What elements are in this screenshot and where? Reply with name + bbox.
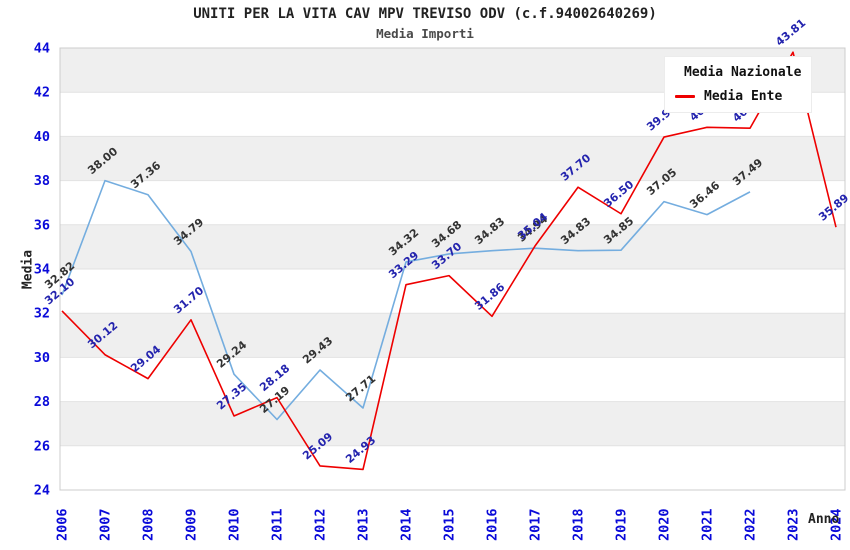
media-ente-line-swatch-icon bbox=[675, 95, 695, 98]
x-tick-label: 2011 bbox=[270, 508, 286, 541]
x-tick-label: 2010 bbox=[227, 508, 243, 541]
y-tick-label: 38 bbox=[34, 173, 50, 189]
y-axis-tick-labels: 24 26 28 30 32 34 36 38 40 42 44 bbox=[34, 41, 50, 499]
chart-legend: Media Nazionale Media Ente bbox=[664, 56, 812, 113]
y-tick-label: 36 bbox=[34, 217, 50, 233]
data-label: 31.70 bbox=[171, 284, 206, 317]
legend-label-media-ente: Media Ente bbox=[704, 89, 783, 104]
x-tick-label: 2014 bbox=[399, 508, 415, 541]
y-tick-label: 42 bbox=[34, 85, 50, 101]
y-tick-label: 30 bbox=[34, 350, 50, 366]
x-tick-label: 2020 bbox=[657, 508, 673, 541]
y-tick-label: 44 bbox=[34, 41, 50, 57]
chart-subtitle: Media Importi bbox=[376, 26, 474, 41]
x-tick-label: 2019 bbox=[614, 508, 630, 541]
chart-title: UNITI PER LA VITA CAV MPV TREVISO ODV (c… bbox=[193, 6, 657, 22]
y-tick-label: 32 bbox=[34, 306, 50, 322]
x-tick-label: 2022 bbox=[743, 508, 759, 541]
data-label: 43.81 bbox=[773, 16, 808, 48]
x-tick-label: 2017 bbox=[528, 508, 544, 541]
x-tick-label: 2018 bbox=[571, 508, 587, 541]
legend-item-media-nazionale[interactable]: Media Nazionale bbox=[675, 65, 801, 80]
x-tick-label: 2015 bbox=[442, 508, 458, 541]
y-tick-label: 28 bbox=[34, 394, 50, 410]
x-axis-tick-labels: 2006 2007 2008 2009 2010 2011 2012 2013 2014 2015… bbox=[55, 508, 845, 541]
x-tick-label: 2008 bbox=[141, 508, 157, 541]
series-line-media-ente bbox=[61, 51, 837, 471]
x-axis-title: Anno bbox=[808, 512, 840, 527]
y-axis-title: Media bbox=[20, 249, 36, 290]
x-tick-label: 2024 bbox=[829, 508, 845, 541]
x-tick-label: 2012 bbox=[313, 508, 329, 541]
series-line-media-nazionale bbox=[61, 179, 751, 421]
plot-border bbox=[59, 47, 846, 491]
data-label: 27.71 bbox=[343, 372, 378, 404]
y-tick-label: 34 bbox=[34, 262, 50, 278]
x-tick-label: 2023 bbox=[786, 508, 802, 541]
x-tick-label: 2006 bbox=[55, 508, 71, 541]
x-tick-label: 2016 bbox=[485, 508, 501, 541]
legend-label-media-nazionale: Media Nazionale bbox=[684, 65, 802, 80]
data-label: 31.86 bbox=[472, 280, 507, 313]
y-tick-label: 24 bbox=[34, 483, 50, 499]
x-tick-label: 2021 bbox=[700, 508, 716, 541]
y-tick-label: 26 bbox=[34, 438, 50, 454]
legend-item-media-ente[interactable]: Media Ente bbox=[675, 89, 801, 104]
x-tick-label: 2009 bbox=[184, 508, 200, 541]
y-tick-label: 40 bbox=[34, 129, 50, 145]
plot-bands bbox=[60, 48, 845, 446]
x-tick-label: 2007 bbox=[98, 508, 114, 541]
data-label: 36.46 bbox=[687, 179, 722, 212]
x-tick-label: 2013 bbox=[356, 508, 372, 541]
